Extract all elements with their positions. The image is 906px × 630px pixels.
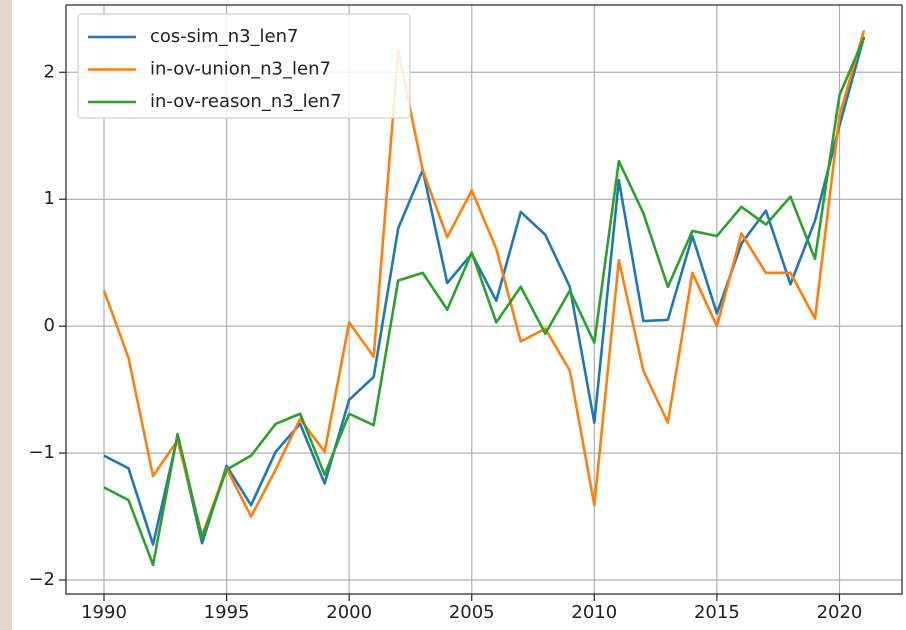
x-tick-label: 2015 (694, 602, 740, 623)
y-tick-label: 0 (44, 315, 55, 336)
x-tick-label: 2010 (571, 602, 617, 623)
line-series (102, 30, 866, 537)
y-tick-label: 1 (44, 188, 55, 209)
legend-label: cos-sim_n3_len7 (150, 26, 299, 47)
legend-label: in-ov-reason_n3_len7 (150, 91, 342, 112)
x-tick-label: 2005 (449, 602, 495, 623)
y-tick-label: −1 (28, 442, 55, 463)
axes-frame (65, 4, 903, 595)
x-tick-label: 1995 (204, 602, 250, 623)
y-tick-label: −2 (28, 569, 55, 590)
line-series (103, 36, 866, 546)
x-tick-label: 2000 (326, 602, 372, 623)
line-series (103, 37, 866, 567)
x-tick-label: 2020 (817, 602, 863, 623)
x-tick-label: 1990 (81, 602, 127, 623)
legend-box (77, 13, 411, 119)
legend-label: in-ov-union_n3_len7 (150, 59, 331, 80)
y-tick-label: 2 (44, 61, 55, 82)
page-border (0, 0, 12, 630)
